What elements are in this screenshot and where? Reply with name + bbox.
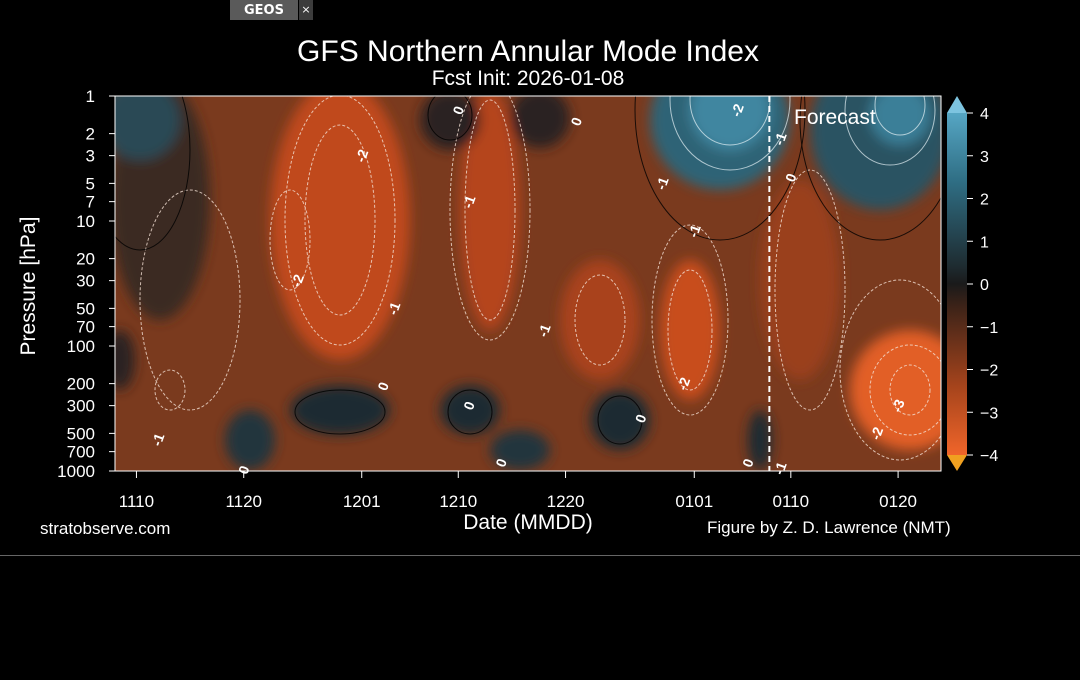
- tab-label[interactable]: GEOS: [230, 0, 298, 20]
- y-tick-label: 7: [86, 193, 95, 212]
- contour-label: -1: [685, 222, 704, 239]
- plot-frame: [114, 95, 942, 472]
- colorbar-tick-label: −4: [980, 448, 998, 465]
- heatmap-field: [115, 96, 941, 471]
- chart-subtitle: Fcst Init: 2026-01-08: [431, 67, 625, 90]
- y-tick-label: 200: [67, 375, 95, 394]
- colorbar-tick-label: 2: [980, 192, 989, 209]
- x-tick-label: 1210: [439, 492, 477, 511]
- contour-label: -2: [288, 272, 307, 289]
- y-tick-label: 1000: [57, 462, 95, 481]
- x-tick-label: 1120: [225, 492, 262, 511]
- y-tick-label: 100: [67, 337, 95, 356]
- contour-label: -2: [867, 425, 886, 442]
- x-tick-label: 0110: [773, 492, 810, 511]
- contour-label: -2: [352, 147, 371, 164]
- colorbar-tick-label: −1: [980, 320, 998, 337]
- y-tick-label: 1: [86, 87, 95, 106]
- y-tick-label: 5: [86, 174, 95, 193]
- contour-label: -1: [384, 300, 403, 317]
- x-tick-label: 1220: [547, 492, 585, 511]
- contour-label: -1: [770, 130, 789, 147]
- colorbar-tick-label: 4: [980, 106, 989, 123]
- author-credit: Figure by Z. D. Lawrence (NMT): [707, 518, 951, 537]
- y-tick-label: 70: [76, 318, 95, 337]
- y-tick-label: 2: [86, 125, 95, 144]
- site-credit: stratobserve.com: [40, 519, 171, 538]
- contour-label: -1: [534, 322, 553, 339]
- x-tick-label: 0101: [675, 492, 713, 511]
- y-tick-label: 50: [76, 299, 95, 318]
- x-tick-label: 1201: [343, 492, 381, 511]
- y-axis-label: Pressure [hPa]: [17, 216, 40, 356]
- y-tick-label: 10: [76, 212, 95, 231]
- contour-label: -2: [728, 101, 747, 118]
- contour-label: -2: [674, 375, 693, 392]
- y-tick-label: 3: [86, 147, 95, 166]
- y-tick-label: 500: [67, 424, 95, 443]
- y-tick-label: 700: [67, 443, 95, 462]
- x-tick-label: 0120: [879, 492, 917, 511]
- colorbar-tick-label: 3: [980, 149, 989, 166]
- contour-label: -1: [770, 459, 789, 476]
- x-axis-label: Date (MMDD): [463, 511, 593, 534]
- contour-label: -1: [459, 193, 478, 210]
- x-axis: 1110 1120 1201 1210 1220 0101 0110 0120: [119, 471, 917, 511]
- colorbar: 4 3 2 1 0 −1 −2 −3 −4: [947, 96, 998, 471]
- chart-title: GFS Northern Annular Mode Index: [297, 35, 759, 68]
- y-tick-label: 30: [76, 272, 95, 291]
- divider: [0, 555, 1080, 556]
- colorbar-tick-label: −2: [980, 363, 998, 380]
- colorbar-bottom-arrow: [947, 455, 967, 471]
- colorbar-top-arrow: [947, 96, 967, 113]
- contour-label: -1: [652, 175, 671, 192]
- y-tick-label: 20: [76, 250, 95, 269]
- contour-label: -1: [148, 431, 167, 448]
- contour-label: -3: [888, 397, 907, 414]
- geos-tab[interactable]: GEOS ×: [230, 0, 313, 20]
- forecast-label: Forecast: [794, 106, 876, 129]
- colorbar-scale: [947, 113, 967, 455]
- colorbar-tick-label: −3: [980, 405, 998, 422]
- colorbar-tick-label: 1: [980, 234, 989, 251]
- y-tick-label: 300: [67, 397, 95, 416]
- colorbar-tick-label: 0: [980, 277, 989, 294]
- close-icon[interactable]: ×: [298, 0, 313, 20]
- x-tick-label: 1110: [119, 492, 154, 511]
